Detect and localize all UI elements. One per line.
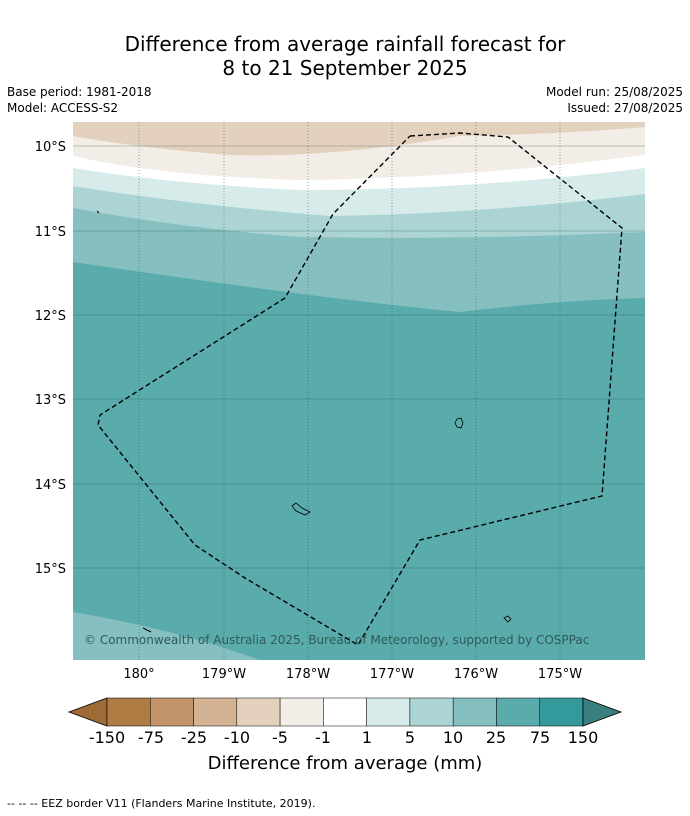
colorbar-segment [323,697,367,727]
colorbar-segment [106,697,151,727]
map-frame [73,122,645,660]
copyright-credit: © Commonwealth of Australia 2025, Bureau… [84,633,590,647]
colorbar-segment [366,697,411,727]
lon-label: 180° [123,667,154,682]
island-swains [454,417,464,429]
colorbar-tick-label: -1 [315,728,331,747]
band-southwest [73,612,260,660]
map-title-line2: 8 to 21 September 2025 [222,56,468,80]
model-name: Model: ACCESS-S2 [7,101,119,115]
model-run: Model run: 25/08/2025 [545,85,683,99]
island-tutuila [291,502,311,516]
lat-label: 13°S [35,393,66,408]
map-title-line1: Difference from average rainfall forecas… [124,32,566,56]
colorbar-extend-high [582,697,623,727]
colorbar-segment [193,697,238,727]
colorbar-tick-label: 5 [404,728,416,747]
base-period: Base period: 1981-2018 [7,85,152,99]
lon-axis-labels: 180° 179°W 178°W 177°W 176°W 175°W [123,667,582,682]
colorbar-tick-label: -10 [223,728,251,747]
colorbar-tick-label: 25 [485,728,507,747]
colorbar-tick-label: -5 [272,728,288,747]
lon-label: 176°W [454,667,498,682]
eez-legend-footer: -- -- -- EEZ border V11 (Flanders Marine… [7,797,316,810]
colorbar-tick-label: 75 [529,728,551,747]
lon-label: 177°W [370,667,414,682]
lat-axis-labels: 10°S 11°S 12°S 13°S 14°S 15°S [35,140,66,577]
colorbar-segment [452,697,497,727]
lat-label: 11°S [35,225,66,240]
colorbar [67,697,623,727]
colorbar-segment [279,697,324,727]
eez-border [97,132,623,646]
lat-label: 14°S [35,478,66,493]
colorbar-tick-label: -75 [137,728,165,747]
island-rose [503,615,512,623]
colorbar-segment [236,697,281,727]
colorbar-segment [409,697,454,727]
colorbar-segment [539,697,584,727]
lat-label: 15°S [35,562,66,577]
colorbar-title: Difference from average (mm) [207,753,483,774]
lon-label: 175°W [538,667,582,682]
island-north [96,210,100,214]
lat-grid [73,145,645,569]
lat-label: 10°S [35,140,66,155]
colorbar-tick-label: 1 [361,728,373,747]
colorbar-tick-label: -150 [88,728,126,747]
colorbar-tick-label: -25 [180,728,208,747]
issued-date: Issued: 27/08/2025 [567,101,683,115]
lon-label: 178°W [286,667,330,682]
colorbar-extend-low [67,697,108,727]
band-minus10-minus5 [73,122,645,156]
colorbar-segment [150,697,194,727]
colorbar-tick-label: 10 [442,728,464,747]
colorbar-tick-label: 150 [567,728,599,747]
lat-label: 12°S [35,309,66,324]
lon-label: 179°W [202,667,246,682]
colorbar-segment [496,697,540,727]
island-west [142,627,152,633]
